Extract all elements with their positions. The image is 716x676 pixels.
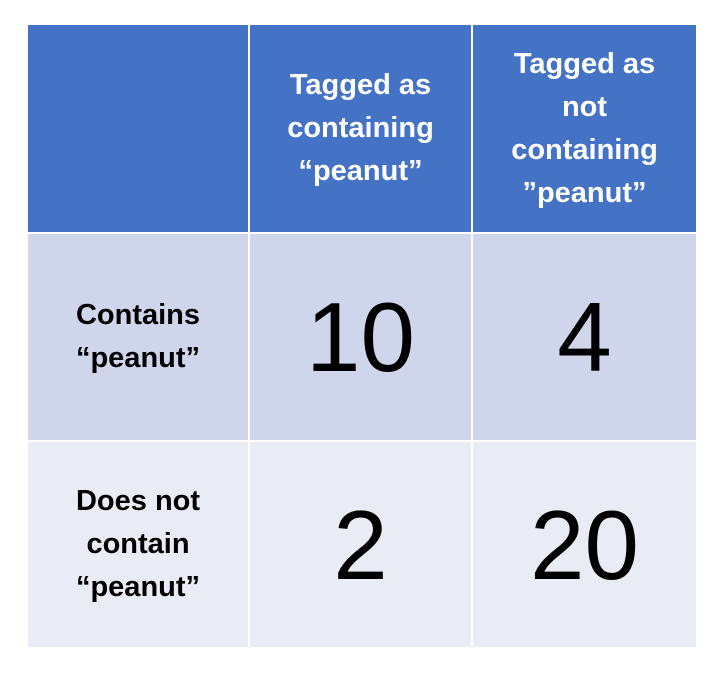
row-label-does-not-contain: Does not contain “peanut” bbox=[28, 442, 248, 647]
value-not-contains-tagged-not-containing: 20 bbox=[473, 442, 696, 647]
column-header-line: Tagged as bbox=[289, 69, 432, 101]
column-header-line: “peanut” bbox=[298, 155, 423, 187]
row-label-line: “peanut” bbox=[75, 342, 201, 374]
table-corner-cell bbox=[28, 25, 248, 232]
column-header-line: not bbox=[561, 90, 608, 123]
row-label-contains: Contains “peanut” bbox=[28, 234, 248, 440]
value-contains-tagged-not-containing: 4 bbox=[473, 234, 696, 440]
value-not-contains-tagged-containing: 2 bbox=[250, 442, 471, 647]
column-header-tagged-containing: Tagged as containing “peanut” bbox=[250, 25, 471, 232]
row-label-line: Contains bbox=[75, 299, 201, 331]
column-header-line: Tagged as bbox=[513, 47, 656, 80]
value-contains-tagged-containing: 10 bbox=[250, 234, 471, 440]
column-header-line: containing bbox=[511, 133, 658, 166]
row-label-line: contain bbox=[86, 528, 190, 560]
row-label-line: Does not bbox=[75, 485, 201, 517]
column-header-line: containing bbox=[287, 112, 434, 144]
confusion-matrix-table: Tagged as containing “peanut” Tagged as … bbox=[28, 25, 696, 647]
column-header-line: ”peanut” bbox=[522, 176, 647, 209]
row-label-line: “peanut” bbox=[75, 571, 201, 603]
column-header-tagged-not-containing: Tagged as not containing ”peanut” bbox=[473, 25, 696, 232]
